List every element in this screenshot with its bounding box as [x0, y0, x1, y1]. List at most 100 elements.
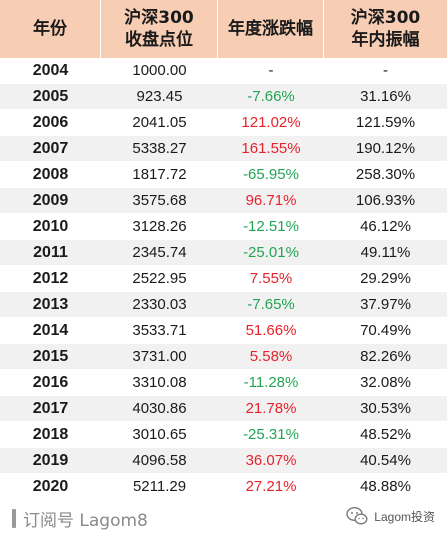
wechat-logo-icon: [346, 506, 368, 525]
cell-year: 2007: [0, 136, 101, 162]
footer: 订阅号 Lagom8 Lagom投资: [0, 496, 447, 535]
header-line: 沪深300: [124, 8, 194, 28]
header-line: 沪深300: [350, 8, 421, 28]
cell-year: 2017: [0, 396, 101, 422]
cell-year: 2009: [0, 188, 101, 214]
cell-close: 5211.29: [101, 474, 218, 500]
cell-change: -7.65%: [218, 292, 324, 318]
header-close: 沪深300 收盘点位: [101, 0, 218, 58]
table-row: 2014 3533.71 51.66% 70.49%: [0, 318, 447, 344]
cell-amplitude: 30.53%: [324, 396, 447, 422]
cell-amplitude: -: [324, 58, 447, 84]
cell-change: -25.31%: [218, 422, 324, 448]
accent-bar: [12, 509, 16, 528]
cell-close: 4096.58: [101, 448, 218, 474]
csi300-annual-table: 年份 沪深300 收盘点位 年度涨跌幅 沪深300 年内振幅 2004 1000.00- -2…: [0, 0, 447, 500]
cell-change: 7.55%: [218, 266, 324, 292]
cell-change: 96.71%: [218, 188, 324, 214]
cell-close: 923.45: [101, 84, 218, 110]
cell-year: 2010: [0, 214, 101, 240]
cell-amplitude: 49.11%: [324, 240, 447, 266]
cell-change: 27.21%: [218, 474, 324, 500]
cell-year: 2015: [0, 344, 101, 370]
table-header: 年份 沪深300 收盘点位 年度涨跌幅 沪深300 年内振幅: [0, 0, 447, 58]
cell-amplitude: 37.97%: [324, 292, 447, 318]
subscription-mark: 订阅号 Lagom8: [12, 506, 148, 531]
cell-change: -25.01%: [218, 240, 324, 266]
cell-year: 2008: [0, 162, 101, 188]
header-line: 收盘点位: [125, 30, 193, 50]
cell-year: 2005: [0, 84, 101, 110]
header-row: 年份 沪深300 收盘点位 年度涨跌幅 沪深300 年内振幅: [0, 0, 447, 58]
cell-amplitude: 190.12%: [324, 136, 447, 162]
table-row: 2009 3575.68 96.71% 106.93%: [0, 188, 447, 214]
cell-close: 3128.26: [101, 214, 218, 240]
header-change: 年度涨跌幅: [218, 0, 324, 58]
table-row: 2008 1817.72 -65.95% 258.30%: [0, 162, 447, 188]
cell-year: 2006: [0, 110, 101, 136]
cell-change: 51.66%: [218, 318, 324, 344]
cell-amplitude: 46.12%: [324, 214, 447, 240]
header-line: 年份: [33, 19, 67, 39]
watermark: Lagom投资: [346, 506, 435, 526]
cell-change: 5.58%: [218, 344, 324, 370]
cell-close: 3310.08: [101, 370, 218, 396]
cell-amplitude: 31.16%: [324, 84, 447, 110]
cell-year: 2013: [0, 292, 101, 318]
table-row: 2018 3010.65 -25.31% 48.52%: [0, 422, 447, 448]
cell-close: 2330.03: [101, 292, 218, 318]
table-body: 2004 1000.00- -2005 923.45 -7.66% 31.16% 2006 2…: [0, 58, 447, 500]
table-row: 2013 2330.03 -7.65% 37.97%: [0, 292, 447, 318]
cell-change: -11.28%: [218, 370, 324, 396]
cell-year: 2011: [0, 240, 101, 266]
cell-year: 2016: [0, 370, 101, 396]
cell-close: 2345.74: [101, 240, 218, 266]
cell-close: 2522.95: [101, 266, 218, 292]
cell-amplitude: 258.30%: [324, 162, 447, 188]
table-row: 2012 2522.95 7.55% 29.29%: [0, 266, 447, 292]
cell-change: -7.66%: [218, 84, 324, 110]
subscription-label: 订阅号 Lagom8: [23, 511, 148, 531]
cell-amplitude: 29.29%: [324, 266, 447, 292]
cell-year: 2014: [0, 318, 101, 344]
cell-change: 161.55%: [218, 136, 324, 162]
cell-amplitude: 121.59%: [324, 110, 447, 136]
cell-year: 2019: [0, 448, 101, 474]
cell-close: 1817.72: [101, 162, 218, 188]
table-row: 2011 2345.74 -25.01% 49.11%: [0, 240, 447, 266]
cell-year: 2018: [0, 422, 101, 448]
cell-amplitude: 40.54%: [324, 448, 447, 474]
cell-change: 121.02%: [218, 110, 324, 136]
cell-close: 3731.00: [101, 344, 218, 370]
table-row: 2019 4096.58 36.07% 40.54%: [0, 448, 447, 474]
cell-close: 1000.00: [101, 58, 218, 84]
cell-change: -65.95%: [218, 162, 324, 188]
cell-close: 3010.65: [101, 422, 218, 448]
header-line: 年度涨跌幅: [228, 19, 313, 39]
table-row: 2010 3128.26 -12.51% 46.12%: [0, 214, 447, 240]
table-row: 2020 5211.29 27.21% 48.88%: [0, 474, 447, 500]
cell-year: 2012: [0, 266, 101, 292]
cell-amplitude: 70.49%: [324, 318, 447, 344]
cell-amplitude: 82.26%: [324, 344, 447, 370]
cell-close: 3533.71: [101, 318, 218, 344]
cell-change: -12.51%: [218, 214, 324, 240]
cell-change: 21.78%: [218, 396, 324, 422]
table-row: 2016 3310.08 -11.28% 32.08%: [0, 370, 447, 396]
cell-close: 5338.27: [101, 136, 218, 162]
cell-close: 4030.86: [101, 396, 218, 422]
table-row: 2004 1000.00- -: [0, 58, 447, 84]
watermark-label: Lagom投资: [374, 509, 435, 524]
cell-year: 2004: [0, 58, 101, 84]
table-row: 2017 4030.86 21.78% 30.53%: [0, 396, 447, 422]
table-row: 2007 5338.27 161.55% 190.12%: [0, 136, 447, 162]
cell-change: -: [218, 58, 324, 84]
table-row: 2005 923.45 -7.66% 31.16%: [0, 84, 447, 110]
cell-change: 36.07%: [218, 448, 324, 474]
header-year: 年份: [0, 0, 101, 58]
header-line: 年内振幅: [351, 30, 420, 50]
cell-close: 3575.68: [101, 188, 218, 214]
cell-amplitude: 48.52%: [324, 422, 447, 448]
header-amplitude: 沪深300 年内振幅: [324, 0, 447, 58]
